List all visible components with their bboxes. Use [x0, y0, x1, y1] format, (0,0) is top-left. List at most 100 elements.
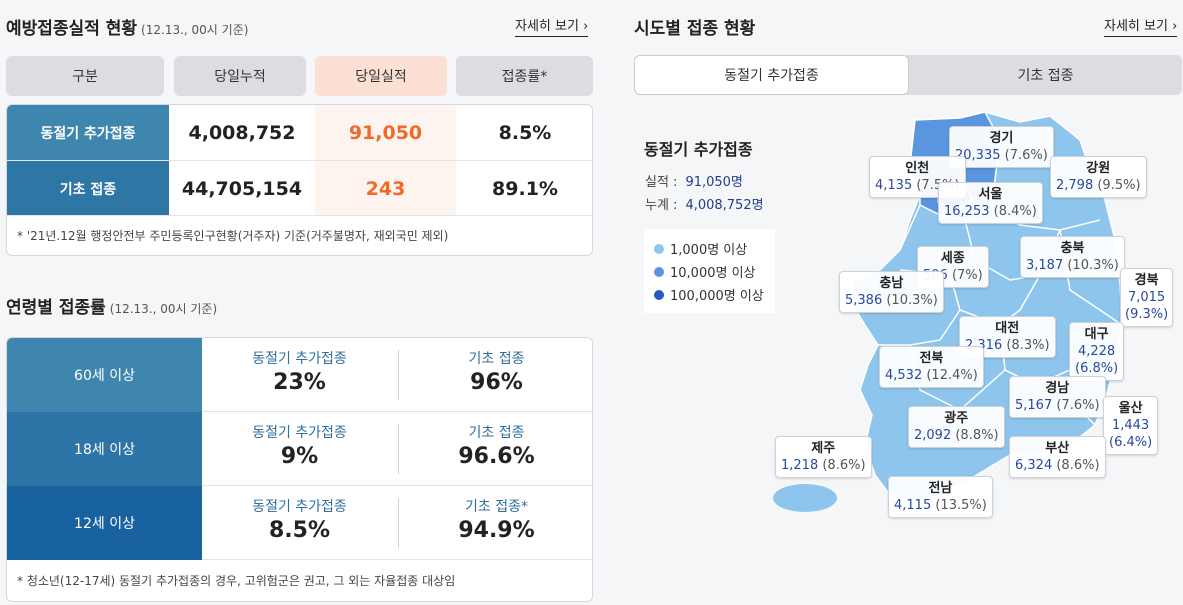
region-pct: (9.5%) [1097, 178, 1141, 193]
table-row: 기초 접종 44,705,154 243 89.1% [7, 160, 592, 216]
region-value: 1,218 [781, 458, 819, 473]
region-gwangju[interactable]: 광주 2,092 (8.8%) [908, 406, 1005, 448]
region-value: 4,532 [885, 368, 923, 383]
stat-value: 91,050명 [685, 175, 743, 190]
region-name: 충북 [1060, 241, 1085, 256]
rate-value: 8.5% [498, 121, 552, 144]
region-name: 대전 [995, 321, 1020, 336]
booster-value: 23% [273, 370, 326, 395]
legend-label: 10,000명 이상 [670, 266, 756, 281]
booster-block: 동절기 추가접종 23% [202, 348, 397, 395]
region-pct: (7%) [951, 268, 983, 283]
primary-title: 기초 접종* [465, 499, 528, 515]
booster-block: 동절기 추가접종 8.5% [202, 496, 397, 543]
region-ulsan[interactable]: 울산 1,443 (6.4%) [1103, 396, 1159, 455]
region-pct: (7.6%) [1056, 398, 1100, 413]
divider [7, 215, 592, 216]
region-value: 5,167 [1015, 398, 1053, 413]
region-jeju[interactable]: 제주 1,218 (8.6%) [775, 436, 872, 478]
title-subtitle: (12.13., 00시 기준) [109, 302, 218, 316]
population-note: * '21년.12월 행정안전부 주민등록인구현황(거주자) 기준(거주불명자,… [17, 229, 449, 243]
region-busan[interactable]: 부산 6,324 (8.6%) [1009, 436, 1106, 478]
row-label: 동절기 추가접종 [7, 105, 169, 160]
stat-label: 실적 : [645, 175, 678, 190]
booster-value: 8.5% [268, 518, 330, 543]
legend-item: 10,000명 이상 [654, 260, 765, 283]
region-name: 전북 [919, 351, 944, 366]
legend-label: 100,000명 이상 [670, 289, 764, 304]
region-value: 7,015 [1127, 290, 1166, 305]
table-row: 동절기 추가접종 4,008,752 91,050 8.5% [7, 105, 592, 160]
age-label: 18세 이상 [7, 412, 202, 486]
region-name: 충남 [879, 276, 904, 291]
legend-item: 100,000명 이상 [654, 283, 765, 306]
tab-primary[interactable]: 기초 접종 [1017, 68, 1074, 84]
region-daegu[interactable]: 대구 4,228 (6.8%) [1069, 322, 1125, 381]
region-value: 6,324 [1015, 458, 1053, 473]
row-label: 기초 접종 [7, 161, 169, 216]
age-label: 12세 이상 [7, 486, 202, 560]
region-value: 2,092 [914, 428, 952, 443]
booster-value: 9% [280, 444, 319, 469]
region-value: 4,135 [875, 178, 913, 193]
region-name: 광주 [944, 411, 969, 426]
region-tabs: 동절기 추가접종 기초 접종 [634, 55, 1182, 95]
region-gyeongbuk[interactable]: 경북 7,015 (9.3%) [1120, 268, 1174, 327]
region-name: 세종 [940, 251, 965, 266]
cumulative-value: 4,008,752 [188, 121, 296, 144]
region-seoul[interactable]: 서울 16,253 (8.4%) [938, 182, 1043, 224]
stat-label: 누계 : [645, 198, 678, 213]
header-cumulative: 당일누적 [174, 56, 306, 96]
legend-dot-icon [654, 289, 664, 300]
region-gyeongnam[interactable]: 경남 5,167 (7.6%) [1009, 376, 1106, 418]
divider [398, 424, 399, 474]
today-value: 91,050 [315, 105, 456, 160]
header-today: 당일실적 [315, 56, 447, 96]
region-pct: (6.8%) [1075, 361, 1119, 376]
region-value: 3,187 [1026, 258, 1064, 273]
region-value: 4,228 [1077, 344, 1116, 359]
region-more-link[interactable]: 자세히 보기 › [1104, 15, 1178, 37]
panel-title: 동절기 추가접종 [644, 140, 753, 159]
region-jeonnam[interactable]: 전남 4,115 (13.5%) [888, 476, 993, 518]
region-pct: (9.3%) [1125, 307, 1169, 322]
region-name: 전남 [928, 481, 953, 496]
primary-block: 기초 접종 96% [399, 348, 592, 395]
map-legend: 1,000명 이상 10,000명 이상 100,000명 이상 [644, 229, 775, 313]
region-jeonbuk[interactable]: 전북 4,532 (12.4%) [879, 346, 984, 388]
region-pct: (8.6%) [1056, 458, 1100, 473]
primary-block: 기초 접종* 94.9% [399, 496, 592, 543]
region-chungnam[interactable]: 충남 5,386 (10.3%) [839, 271, 944, 313]
header-rate: 접종률* [456, 56, 593, 96]
region-value: 2,798 [1056, 178, 1094, 193]
region-gangwon[interactable]: 강원 2,798 (9.5%) [1050, 156, 1147, 198]
divider [398, 498, 399, 548]
region-name: 경기 [989, 131, 1014, 146]
today-value: 243 [315, 161, 456, 216]
region-value: 4,115 [894, 498, 932, 513]
region-name: 대구 [1084, 327, 1109, 342]
region-name: 서울 [978, 187, 1003, 202]
table-row: 18세 이상 동절기 추가접종 9% 기초 접종 96.6% [7, 412, 592, 486]
legend-item: 1,000명 이상 [654, 237, 765, 260]
age-label: 60세 이상 [7, 338, 202, 412]
vaccination-more-link[interactable]: 자세히 보기 › [515, 15, 589, 37]
region-pct: (12.4%) [926, 368, 978, 383]
region-name: 제주 [811, 441, 836, 456]
primary-value: 96.6% [458, 444, 535, 469]
region-pct: (8.4%) [993, 204, 1037, 219]
region-pct: (8.3%) [1006, 338, 1050, 353]
vaccination-table: 동절기 추가접종 4,008,752 91,050 8.5% 기초 접종 44,… [6, 104, 593, 256]
stat-today: 실적 : 91,050명 [645, 171, 743, 190]
tab-booster[interactable]: 동절기 추가접종 [634, 55, 909, 95]
region-pct: (7.6%) [1004, 148, 1048, 163]
region-name: 강원 [1086, 161, 1111, 176]
region-chungbuk[interactable]: 충북 3,187 (10.3%) [1020, 236, 1125, 278]
primary-title: 기초 접종 [468, 425, 525, 441]
region-pct: (10.3%) [1067, 258, 1119, 273]
cumulative-value: 44,705,154 [181, 177, 303, 200]
region-value: 5,386 [845, 293, 883, 308]
title-text: 연령별 접종률 [6, 298, 106, 318]
booster-title: 동절기 추가접종 [252, 351, 347, 367]
region-gyeonggi[interactable]: 경기 20,335 (7.6%) [949, 126, 1054, 168]
